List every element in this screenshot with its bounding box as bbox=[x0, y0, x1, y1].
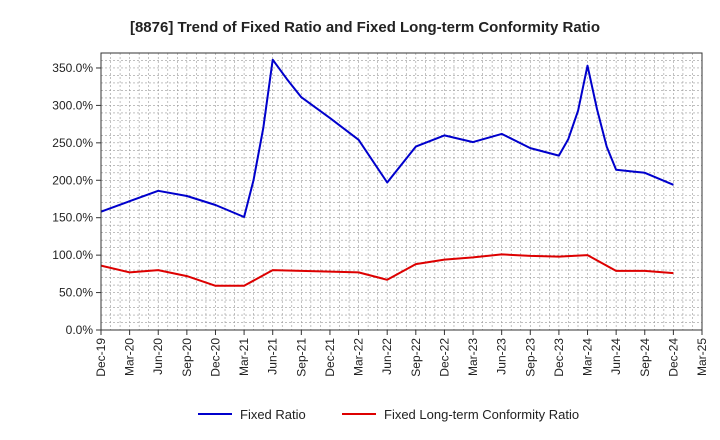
x-tick-label: Jun-22 bbox=[380, 338, 394, 375]
x-tick-label: Dec-24 bbox=[666, 338, 680, 377]
y-tick-label: 100.0% bbox=[52, 248, 93, 262]
y-tick-label: 250.0% bbox=[52, 136, 93, 150]
x-tick-label: Jun-23 bbox=[495, 338, 509, 375]
legend-label: Fixed Long-term Conformity Ratio bbox=[384, 407, 579, 422]
series-line-fixed-long-term-conformity-ratio bbox=[100, 253, 674, 287]
series-lines bbox=[100, 58, 674, 287]
x-tick-label: Jun-21 bbox=[266, 338, 280, 375]
legend: Fixed Ratio Fixed Long-term Conformity Ra… bbox=[198, 407, 579, 422]
y-axis: 0.0% 50.0% 100.0% 150.0% 200.0% 250.0% 300.0% 3… bbox=[52, 61, 101, 337]
legend-label: Fixed Ratio bbox=[240, 407, 306, 422]
x-tick-label: Mar-25 bbox=[695, 338, 709, 376]
x-tick-label: Dec-23 bbox=[552, 338, 566, 377]
x-tick-label: Sep-21 bbox=[294, 338, 308, 377]
x-axis: Dec-19 Mar-20 Jun-20 Sep-20 Dec-20 Mar-21 Jun-… bbox=[94, 330, 709, 377]
x-tick-label: Dec-20 bbox=[208, 338, 222, 377]
y-tick-label: 300.0% bbox=[52, 98, 93, 112]
x-tick-label: Sep-22 bbox=[409, 338, 423, 377]
x-tick-label: Sep-20 bbox=[180, 338, 194, 377]
grid bbox=[100, 52, 702, 331]
x-tick-label: Mar-22 bbox=[352, 338, 366, 376]
x-tick-label: Mar-23 bbox=[466, 338, 480, 376]
x-tick-label: Dec-22 bbox=[437, 338, 451, 377]
series-line-fixed-ratio bbox=[100, 58, 674, 218]
x-tick-label: Mar-21 bbox=[237, 338, 251, 376]
x-tick-label: Mar-24 bbox=[581, 338, 595, 376]
x-tick-label: Mar-20 bbox=[123, 338, 137, 376]
x-tick-label: Dec-19 bbox=[94, 338, 108, 377]
x-tick-label: Jun-20 bbox=[151, 338, 165, 375]
y-tick-label: 0.0% bbox=[66, 323, 94, 337]
x-tick-label: Dec-21 bbox=[323, 338, 337, 377]
y-tick-label: 50.0% bbox=[59, 286, 93, 300]
x-tick-label: Jun-24 bbox=[609, 338, 623, 375]
x-tick-label: Sep-23 bbox=[523, 338, 537, 377]
y-tick-label: 150.0% bbox=[52, 211, 93, 225]
y-tick-label: 350.0% bbox=[52, 61, 93, 75]
x-tick-label: Sep-24 bbox=[638, 338, 652, 377]
y-tick-label: 200.0% bbox=[52, 173, 93, 187]
chart-title: [8876] Trend of Fixed Ratio and Fixed Lo… bbox=[130, 19, 600, 36]
plot-frame bbox=[100, 52, 703, 331]
